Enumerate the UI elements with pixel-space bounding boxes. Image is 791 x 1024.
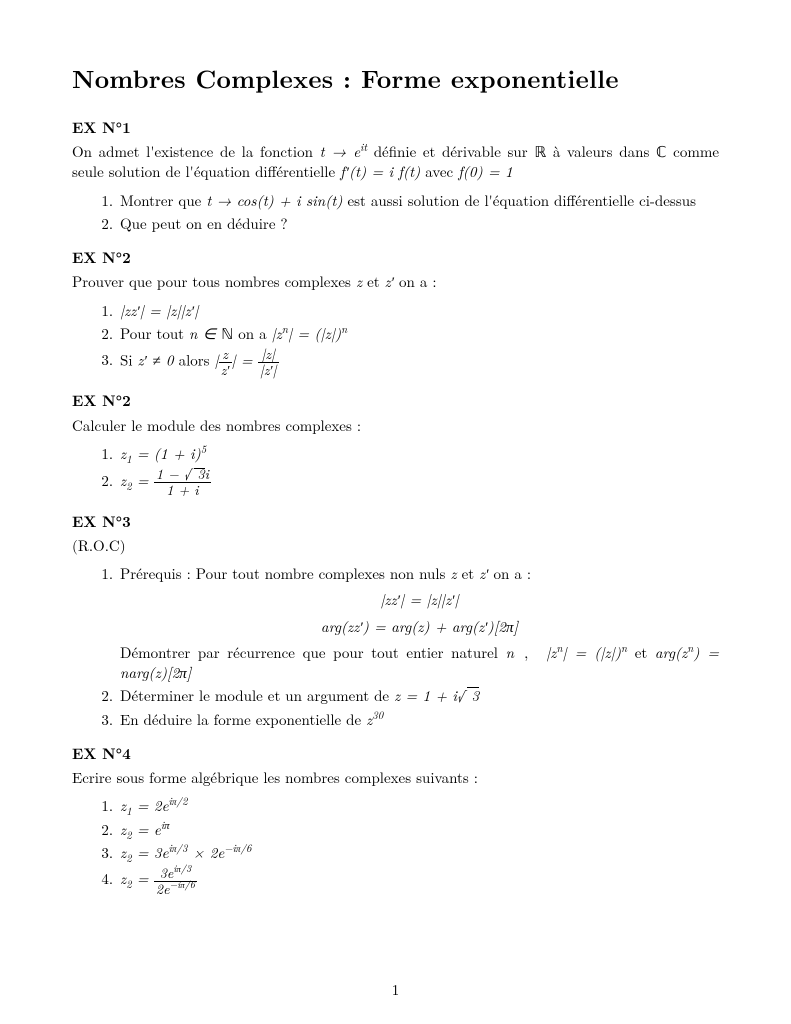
exercise-4-intro: Ecrire sous forme algébrique les nombres… (72, 768, 719, 788)
page-number: 1 (0, 980, 791, 1000)
text: Montrer que (120, 190, 206, 211)
list-item: En déduire la forme exponentielle de z30 (118, 710, 719, 730)
exercise-4-list: z1 = 2eiπ/2 z2 = eiπ z2 = 3eiπ/3 × 2e−iπ… (72, 796, 719, 896)
text: Pour tout (120, 323, 189, 344)
text: alors (174, 349, 215, 370)
fraction: |z||z′| (258, 347, 279, 377)
text: Prérequis : Pour tout nombre complexes n… (120, 563, 450, 584)
exercise-2b-intro: Calculer le module des nombres complexes… (72, 416, 719, 436)
list-item: Pour tout n ∈ ℕ on a |zn| = (|z|)n (118, 324, 719, 344)
math-display: arg(zz′) = arg(z) + arg(z′)[2π] (120, 617, 719, 637)
text: Si (120, 349, 138, 370)
math: |zn| = (|z|)n (546, 642, 627, 663)
math: ℕ (221, 323, 233, 344)
text: à valeurs dans (546, 141, 656, 162)
text: On admet l'existence de la fonction (72, 141, 320, 162)
math: ℂ (656, 141, 666, 162)
fraction: 3eiπ/3 2e−iπ/6 (154, 866, 197, 896)
list-item: z2 = 3eiπ/3 2e−iπ/6 (118, 866, 719, 896)
math: z2 = 3eiπ/3 × 2e−iπ/6 (120, 842, 252, 863)
math: f ′(t) = i f(t) (340, 161, 420, 182)
list-item: z2 = 3eiπ/3 × 2e−iπ/6 (118, 843, 719, 863)
text: Prouver que pour tous nombres complexes (72, 271, 356, 292)
math: | = (232, 349, 258, 370)
exercise-2b-head: EX N°2 (72, 391, 719, 411)
text: on a (233, 323, 271, 344)
text: avec (420, 161, 458, 182)
exercise-3-list: Prérequis : Pour tout nombre complexes n… (72, 564, 719, 730)
exercise-4-head: EX N°4 (72, 744, 719, 764)
math: t → eit (320, 141, 367, 162)
math: z = 1 + i√ 3 (394, 685, 479, 706)
text: on a : (394, 271, 437, 292)
exercise-2b-list: z1 = (1 + i)5 z2 = 1 − √ 3i 1 + i (72, 444, 719, 498)
math: z2 = eiπ (120, 819, 170, 840)
text: définie et dérivable sur (367, 141, 534, 162)
list-item: Déterminer le module et un argument de z… (118, 686, 719, 706)
list-item: z2 = eiπ (118, 820, 719, 840)
math: z2 = (120, 470, 154, 491)
exercise-1-head: EX N°1 (72, 118, 719, 138)
fraction: 1 − √ 3i 1 + i (154, 467, 211, 497)
list-item: z1 = 2eiπ/2 (118, 796, 719, 816)
exercise-3-head: EX N°3 (72, 512, 719, 532)
text: on a : (489, 563, 532, 584)
text: et (627, 642, 655, 663)
fraction: zz′ (219, 347, 232, 377)
list-item: Prérequis : Pour tout nombre complexes n… (118, 564, 719, 683)
text: et (362, 271, 385, 292)
exercise-1-intro: On admet l'existence de la fonction t → … (72, 142, 719, 183)
math: ℝ (534, 141, 546, 162)
exercise-2a-intro: Prouver que pour tous nombres complexes … (72, 272, 719, 292)
page-title: Nombres Complexes : Forme exponentielle (72, 62, 719, 96)
exercise-2a-head: EX N°2 (72, 248, 719, 268)
exercise-1-list: Montrer que t → cos(t) + i sin(t) est au… (72, 191, 719, 235)
exercise-3-roc: (R.O.C) (72, 536, 719, 556)
math: n (506, 642, 514, 663)
math: t → cos(t) + i sin(t) (206, 190, 342, 211)
text: et (457, 563, 480, 584)
math: z′ ≠ 0 (138, 349, 174, 370)
list-item: Si z′ ≠ 0 alors |zz′| = |z||z′| (118, 347, 719, 377)
math: z2 = (120, 868, 154, 889)
list-item: z2 = 1 − √ 3i 1 + i (118, 467, 719, 497)
math: z′ (479, 563, 488, 584)
math: z1 = 2eiπ/2 (120, 795, 187, 816)
list-item: Montrer que t → cos(t) + i sin(t) est au… (118, 191, 719, 211)
text: est aussi solution de l'équation différe… (342, 190, 696, 211)
list-item: z1 = (1 + i)5 (118, 444, 719, 464)
exercise-2a-list: |zz′| = |z||z′| Pour tout n ∈ ℕ on a |zn… (72, 301, 719, 378)
text: Déterminer le module et un argument de (120, 685, 394, 706)
math-display: |zz′| = |z||z′| (120, 590, 719, 610)
text: Démontrer par récurrence que pour tout e… (120, 642, 506, 663)
math: z30 (366, 709, 383, 730)
math: z1 = (1 + i)5 (120, 443, 206, 464)
page: Nombres Complexes : Forme exponentielle … (0, 0, 791, 1024)
math: n ∈ (189, 323, 221, 344)
text: En déduire la forme exponentielle de (120, 709, 366, 730)
list-item: Que peut on en déduire ? (118, 214, 719, 234)
math: z′ (385, 271, 394, 292)
math: f(0) = 1 (458, 161, 512, 182)
math: |zz′| = |z||z′| (120, 300, 198, 321)
math: |zn| = (|z|)n (272, 323, 348, 344)
list-item: |zz′| = |z||z′| (118, 301, 719, 321)
